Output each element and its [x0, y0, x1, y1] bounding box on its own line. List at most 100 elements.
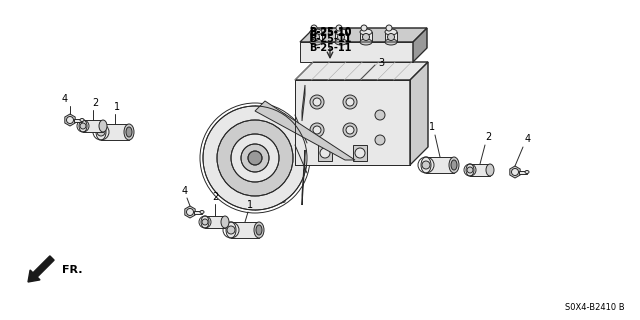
Circle shape: [310, 123, 324, 137]
Ellipse shape: [200, 211, 204, 213]
Ellipse shape: [226, 222, 236, 238]
Circle shape: [346, 126, 354, 134]
Bar: [205, 216, 225, 228]
Bar: [318, 145, 332, 161]
Ellipse shape: [241, 144, 269, 172]
Ellipse shape: [335, 29, 347, 35]
Ellipse shape: [79, 120, 87, 132]
Text: 1: 1: [114, 102, 120, 112]
Polygon shape: [302, 150, 305, 205]
Bar: [231, 222, 259, 238]
Polygon shape: [300, 28, 427, 42]
Ellipse shape: [451, 160, 457, 170]
Ellipse shape: [248, 151, 262, 165]
Bar: [385, 32, 397, 42]
Bar: [74, 118, 82, 122]
Ellipse shape: [335, 39, 347, 45]
Text: 4: 4: [525, 134, 531, 144]
Ellipse shape: [221, 216, 229, 228]
Ellipse shape: [80, 118, 84, 122]
Bar: [335, 32, 347, 42]
Polygon shape: [255, 101, 355, 160]
Ellipse shape: [126, 127, 132, 137]
Ellipse shape: [97, 128, 105, 136]
Polygon shape: [410, 62, 428, 165]
Circle shape: [375, 135, 385, 145]
Text: 3: 3: [378, 58, 384, 68]
Ellipse shape: [310, 39, 322, 45]
Ellipse shape: [449, 157, 459, 173]
Circle shape: [310, 95, 324, 109]
Bar: [300, 42, 413, 62]
Circle shape: [313, 98, 321, 106]
Text: 1: 1: [247, 200, 253, 210]
Circle shape: [386, 25, 392, 31]
Text: 2: 2: [485, 132, 491, 142]
Bar: [101, 124, 129, 140]
Ellipse shape: [385, 29, 397, 35]
Text: B-25-11: B-25-11: [309, 43, 351, 53]
Ellipse shape: [256, 225, 262, 235]
Ellipse shape: [254, 222, 264, 238]
Text: B-25-10: B-25-10: [309, 27, 351, 37]
Text: 4: 4: [182, 186, 188, 196]
Circle shape: [362, 34, 369, 41]
Ellipse shape: [360, 29, 372, 35]
Ellipse shape: [360, 39, 372, 45]
Circle shape: [355, 148, 365, 158]
Ellipse shape: [227, 226, 235, 234]
Ellipse shape: [80, 123, 86, 129]
Text: FR.: FR.: [62, 265, 83, 275]
Bar: [194, 211, 202, 213]
Ellipse shape: [421, 157, 431, 173]
Circle shape: [67, 116, 74, 124]
Bar: [83, 120, 103, 132]
Ellipse shape: [217, 120, 293, 196]
Polygon shape: [255, 106, 285, 210]
Bar: [295, 80, 410, 165]
Text: 1: 1: [429, 122, 435, 132]
Circle shape: [343, 95, 357, 109]
Ellipse shape: [385, 39, 397, 45]
Circle shape: [511, 169, 518, 175]
Ellipse shape: [124, 124, 134, 140]
Text: 4: 4: [62, 94, 68, 104]
Bar: [519, 171, 527, 173]
Polygon shape: [65, 114, 75, 126]
Circle shape: [311, 25, 317, 31]
Ellipse shape: [202, 219, 208, 225]
Ellipse shape: [310, 29, 322, 35]
Circle shape: [387, 34, 394, 41]
Ellipse shape: [96, 124, 106, 140]
Ellipse shape: [525, 171, 529, 173]
Circle shape: [361, 25, 367, 31]
Text: B-25-11: B-25-11: [309, 34, 351, 44]
Circle shape: [186, 209, 193, 215]
Ellipse shape: [201, 216, 209, 228]
Polygon shape: [413, 28, 427, 62]
FancyArrow shape: [28, 256, 54, 282]
Ellipse shape: [203, 106, 307, 210]
Bar: [470, 164, 490, 176]
Ellipse shape: [231, 134, 279, 182]
Ellipse shape: [467, 167, 473, 173]
Bar: [310, 32, 322, 42]
Polygon shape: [510, 166, 520, 178]
Circle shape: [313, 126, 321, 134]
Bar: [360, 32, 372, 42]
Ellipse shape: [422, 161, 430, 169]
Ellipse shape: [466, 164, 474, 176]
Circle shape: [337, 34, 344, 41]
Bar: [353, 145, 367, 161]
Polygon shape: [302, 85, 305, 121]
Bar: [295, 80, 410, 165]
Polygon shape: [185, 206, 195, 218]
Circle shape: [346, 98, 354, 106]
Circle shape: [336, 25, 342, 31]
Bar: [426, 157, 454, 173]
Circle shape: [312, 34, 319, 41]
Circle shape: [375, 110, 385, 120]
Text: B-25-10: B-25-10: [309, 28, 351, 38]
Text: 2: 2: [92, 98, 98, 108]
Ellipse shape: [486, 164, 494, 176]
